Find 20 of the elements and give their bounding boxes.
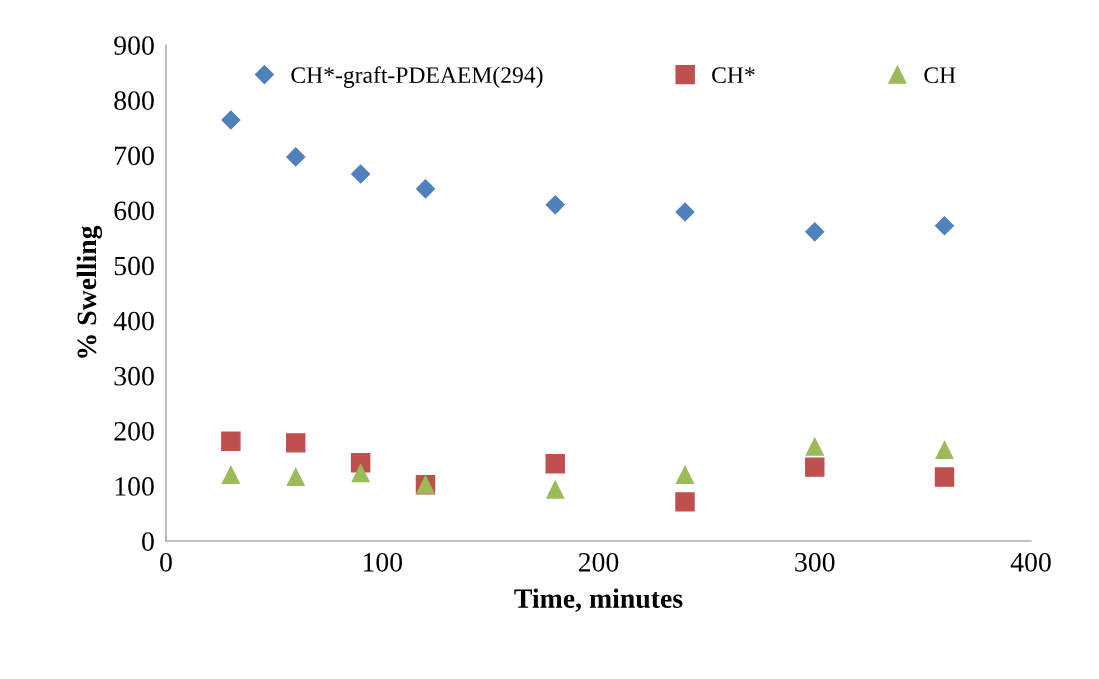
y-tick-label: 800 [114, 91, 154, 111]
legend-label: CH [924, 67, 956, 84]
legend-label: CH* [712, 67, 755, 84]
y-tick-label: 500 [114, 256, 154, 276]
y-tick-label: 100 [115, 477, 154, 496]
y-tick-label: 400 [113, 311, 154, 331]
x-axis-title: Time, minutes [514, 588, 683, 612]
y-tick-label: 700 [115, 146, 154, 166]
y-axis-title: % Swelling [76, 225, 103, 358]
x-tick-label: 0 [160, 552, 172, 572]
x-tick-label: 200 [578, 552, 619, 572]
y-tick-label: 0 [142, 532, 154, 551]
y-tick-label: 200 [114, 421, 154, 441]
legend-label: CH*-graft-PDEAEM(294) [291, 66, 543, 88]
y-tick-label: 300 [114, 366, 154, 386]
x-tick-label: 400 [1010, 552, 1051, 572]
x-tick-label: 100 [363, 552, 403, 572]
y-tick-label: 600 [114, 201, 154, 221]
x-tick-label: 300 [795, 552, 835, 572]
y-tick-label: 900 [114, 36, 154, 55]
